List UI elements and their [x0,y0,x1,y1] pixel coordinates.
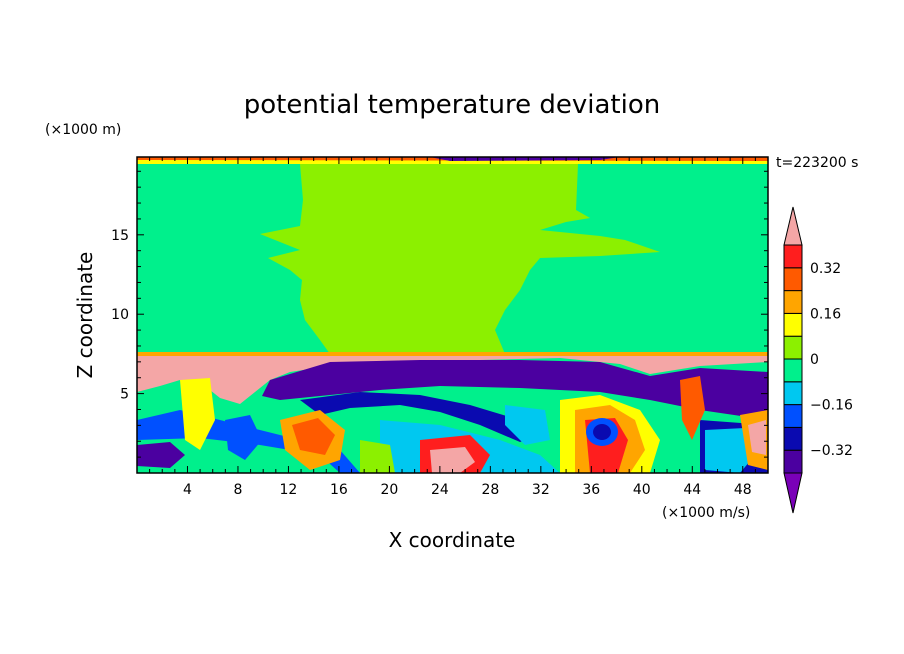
x-tick-label: 20 [380,482,398,498]
field-region-upper-layer-center [260,164,660,354]
y-axis-label: Z coordinate [73,252,97,379]
colorbar-box [783,244,803,269]
y-tick-label: 15 [111,228,129,244]
colorbar-arrow-max [783,206,803,246]
x-tick-label: 40 [633,482,651,498]
colorbar-tick-label: −0.16 [810,398,853,414]
x-tick-label: 32 [532,482,550,498]
x-ticks: 4 8 12 16 20 24 28 32 36 40 44 48 [149,157,756,498]
colorbar-box [783,358,803,383]
field-region-inversion-band [137,354,768,404]
colorbar-box [783,290,803,314]
y-ticks: 5 10 15 [111,170,768,458]
colorbar-arrow-min [783,472,803,514]
x-tick-label: 8 [233,482,242,498]
x-tick-label: 24 [431,482,449,498]
colorbar-box [783,312,803,337]
colorbar-box [783,426,803,451]
x-tick-label: 36 [582,482,600,498]
x-tick-label: 44 [683,482,701,498]
x-tick-label: 16 [330,482,348,498]
contour-field [137,157,768,473]
colorbar-box [783,335,803,360]
x-axis-label: X coordinate [389,528,516,552]
x-tick-label: 12 [280,482,298,498]
colorbar-box [783,404,803,428]
chart-title: potential temperature deviation [244,90,660,120]
x-tick-label: 4 [183,482,192,498]
x-tick-label: 48 [734,482,752,498]
colorbar-box [783,381,803,406]
colorbar-box [783,267,803,292]
colorbar-tick-label: 0.32 [810,261,841,277]
y-unit-label: (×1000 m) [45,122,121,138]
colorbar-tick-label: 0.16 [810,306,841,322]
colorbar: 0.32 0.16 0 −0.16 −0.32 [783,206,853,514]
y-tick-label: 5 [120,387,129,403]
time-label: t=223200 s [776,155,858,171]
colorbar-tick-label: −0.32 [810,443,853,459]
y-tick-label: 10 [111,307,129,323]
x-unit-label: (×1000 m/s) [662,505,750,521]
colorbar-tick-label: 0 [810,352,819,368]
colorbar-box [783,449,803,474]
x-tick-label: 28 [481,482,499,498]
